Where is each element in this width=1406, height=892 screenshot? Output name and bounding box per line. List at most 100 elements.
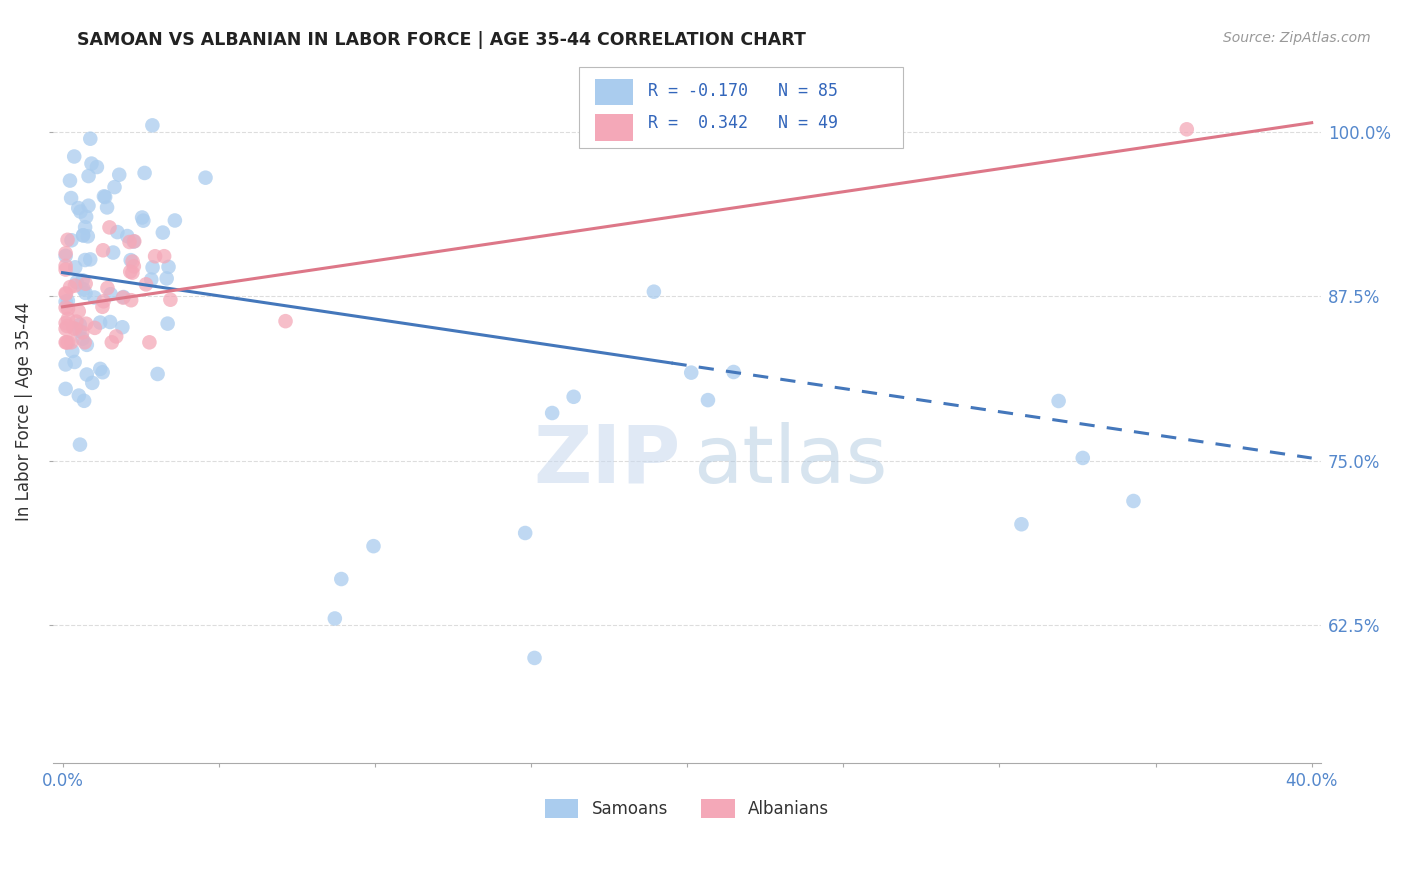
- Point: [60, 233, 83, 247]
- Point: [55, 294, 77, 309]
- Point: [159, 293, 181, 307]
- Point: [55, 382, 77, 396]
- Point: [72, 282, 94, 296]
- Text: SAMOAN VS ALBANIAN IN LABOR FORCE | AGE 35-44 CORRELATION CHART: SAMOAN VS ALBANIAN IN LABOR FORCE | AGE …: [77, 31, 806, 49]
- Legend: Samoans, Albanians: Samoans, Albanians: [538, 793, 835, 825]
- Point: [69, 204, 91, 219]
- Point: [1047, 394, 1070, 409]
- Point: [89, 316, 111, 330]
- Point: [79, 132, 101, 146]
- Point: [82, 376, 104, 390]
- Point: [112, 290, 135, 304]
- Point: [142, 260, 165, 275]
- Point: [73, 253, 96, 268]
- Point: [94, 190, 117, 204]
- FancyBboxPatch shape: [595, 114, 633, 141]
- Point: [63, 322, 86, 336]
- Point: [60, 191, 83, 205]
- FancyBboxPatch shape: [579, 67, 903, 147]
- Point: [194, 170, 217, 185]
- Point: [72, 332, 94, 346]
- Point: [56, 301, 79, 316]
- Point: [643, 285, 665, 299]
- Point: [62, 321, 84, 335]
- Point: [77, 169, 100, 183]
- Point: [75, 285, 97, 300]
- Point: [63, 149, 86, 163]
- Point: [55, 246, 77, 260]
- Point: [75, 210, 97, 224]
- Point: [66, 275, 89, 289]
- Point: [93, 189, 115, 203]
- Point: [131, 211, 153, 225]
- Point: [163, 213, 186, 227]
- Point: [59, 173, 82, 187]
- Text: R =  0.342   N = 49: R = 0.342 N = 49: [648, 114, 838, 132]
- Point: [1175, 122, 1198, 136]
- Point: [55, 335, 77, 350]
- Point: [83, 291, 105, 305]
- Point: [118, 235, 141, 249]
- Point: [55, 358, 77, 372]
- Point: [55, 262, 77, 277]
- Point: [157, 260, 180, 274]
- Point: [86, 160, 108, 174]
- Point: [91, 365, 114, 379]
- Point: [152, 226, 174, 240]
- Point: [98, 315, 121, 329]
- Point: [83, 321, 105, 335]
- Point: [77, 199, 100, 213]
- Point: [132, 213, 155, 227]
- Point: [138, 335, 160, 350]
- Point: [120, 293, 142, 308]
- Point: [55, 287, 77, 301]
- Point: [121, 254, 143, 268]
- Point: [56, 233, 79, 247]
- Point: [65, 315, 87, 329]
- Point: [72, 273, 94, 287]
- Point: [541, 406, 564, 420]
- Point: [1122, 494, 1144, 508]
- Point: [523, 651, 546, 665]
- Point: [96, 201, 118, 215]
- Point: [105, 225, 128, 239]
- Point: [73, 335, 96, 350]
- Point: [681, 366, 703, 380]
- Point: [55, 259, 77, 273]
- Point: [91, 244, 114, 258]
- Point: [515, 526, 537, 541]
- Point: [156, 271, 179, 285]
- Point: [111, 291, 134, 305]
- Point: [55, 316, 77, 330]
- Point: [69, 437, 91, 451]
- Point: [103, 180, 125, 194]
- Point: [141, 119, 163, 133]
- Point: [69, 318, 91, 332]
- Point: [73, 393, 96, 408]
- Point: [135, 277, 157, 292]
- Point: [120, 265, 142, 279]
- Point: [72, 326, 94, 340]
- Point: [55, 301, 77, 315]
- Point: [67, 304, 90, 318]
- Point: [93, 294, 115, 309]
- Point: [63, 278, 86, 293]
- Point: [124, 235, 146, 249]
- Point: [56, 335, 79, 350]
- Point: [56, 311, 79, 326]
- Point: [75, 220, 97, 235]
- Y-axis label: In Labor Force | Age 35-44: In Labor Force | Age 35-44: [15, 301, 32, 521]
- Point: [121, 266, 143, 280]
- Point: [117, 229, 139, 244]
- Point: [100, 287, 122, 301]
- Point: [96, 281, 118, 295]
- Point: [56, 293, 79, 308]
- Point: [153, 249, 176, 263]
- Point: [72, 228, 94, 243]
- Point: [76, 368, 98, 382]
- Point: [59, 280, 82, 294]
- Point: [122, 260, 145, 274]
- Text: R = -0.170   N = 85: R = -0.170 N = 85: [648, 82, 838, 100]
- Point: [89, 362, 111, 376]
- Point: [76, 229, 98, 244]
